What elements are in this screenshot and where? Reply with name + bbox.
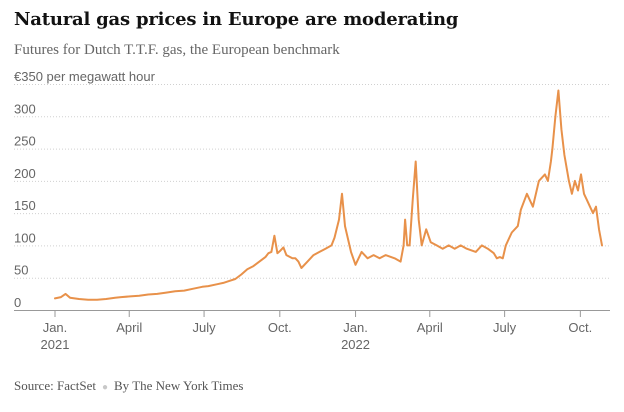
gridlines (14, 84, 610, 311)
chart-subtitle: Futures for Dutch T.T.F. gas, the Europe… (14, 42, 340, 58)
separator-dot-icon: ● (101, 382, 109, 393)
x-tick-label-0: Jan. (43, 320, 68, 335)
y-tick-label-0: 0 (14, 295, 21, 310)
x-tick-label-3: Oct. (268, 320, 292, 335)
y-tick-label-200: 200 (14, 166, 36, 181)
y-axis-tick-labels: 0 50 100 150 200 250 300 (14, 101, 36, 310)
y-tick-label-250: 250 (14, 134, 36, 149)
footer: Source: FactSet ● By The New York Times (14, 378, 243, 394)
x-tick-label-7: Oct. (568, 320, 592, 335)
series-line-0 (54, 89, 603, 301)
x-tick-label-5: April (417, 320, 443, 335)
series-lines (54, 89, 603, 301)
x-axis-ticks: Jan. 2021 April July Oct. Jan. 2022 April July Oc… (41, 311, 592, 352)
y-axis-top-label: €350 per megawatt hour (14, 69, 156, 84)
y-tick-label-300: 300 (14, 101, 36, 116)
byline-credit: By The New York Times (114, 378, 244, 393)
x-tick-year-2022: 2022 (341, 337, 370, 352)
y-tick-label-150: 150 (14, 198, 36, 213)
x-tick-label-1: April (116, 320, 142, 335)
source-credit: Source: FactSet (14, 378, 96, 393)
x-tick-label-4: Jan. (343, 320, 368, 335)
chart-title: Natural gas prices in Europe are moderat… (14, 9, 459, 30)
x-tick-label-2: July (193, 320, 217, 335)
y-tick-label-50: 50 (14, 263, 28, 278)
y-tick-label-100: 100 (14, 230, 36, 245)
x-tick-year-2021: 2021 (41, 337, 70, 352)
x-tick-label-6: July (493, 320, 517, 335)
